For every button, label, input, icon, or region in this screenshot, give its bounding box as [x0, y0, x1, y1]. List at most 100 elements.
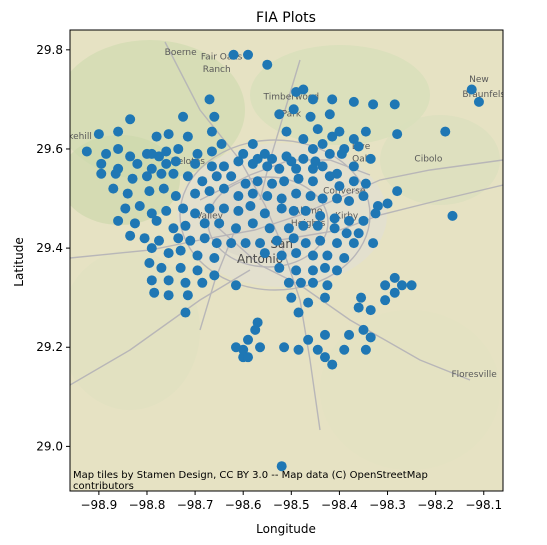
plot-point	[274, 163, 285, 174]
plot-point	[324, 148, 335, 159]
plot-point	[276, 193, 287, 204]
plot-point	[307, 176, 318, 187]
basemap-place-label: Floresville	[451, 370, 497, 380]
plot-point	[332, 193, 343, 204]
plot-point	[161, 205, 172, 216]
plot-point	[274, 109, 285, 120]
terrain-patch	[380, 115, 500, 205]
plot-point	[317, 161, 328, 172]
plot-point	[319, 262, 330, 273]
basemap-place-label: Timberwood	[263, 92, 320, 102]
plot-point	[298, 153, 309, 164]
plot-point	[283, 223, 294, 234]
plot-point	[382, 198, 393, 209]
plot-points	[81, 49, 484, 472]
plot-point	[264, 223, 275, 234]
y-tick-label: 29.0	[36, 439, 63, 453]
plot-point	[247, 158, 258, 169]
x-tick-label: −98.5	[273, 498, 310, 512]
plot-point	[279, 342, 290, 353]
plot-point	[312, 220, 323, 231]
attribution-line-2: contributors	[73, 481, 134, 492]
terrain-patch	[70, 250, 200, 410]
plot-point	[211, 171, 222, 182]
plot-point	[178, 111, 189, 122]
plot-point	[286, 156, 297, 167]
basemap-place-label: Valley	[196, 211, 224, 221]
plot-point	[370, 208, 381, 219]
plot-point	[300, 205, 311, 216]
plot-point	[276, 203, 287, 214]
plot-point	[238, 344, 249, 355]
plot-point	[96, 168, 107, 179]
plot-point	[228, 49, 239, 60]
plot-point	[348, 176, 359, 187]
plot-point	[182, 171, 193, 182]
plot-point	[288, 233, 299, 244]
plot-point	[218, 203, 229, 214]
plot-point	[392, 129, 403, 140]
plot-point	[353, 141, 364, 152]
x-tick-label: −98.6	[225, 498, 262, 512]
plot-point	[146, 163, 157, 174]
plot-point	[353, 228, 364, 239]
plot-point	[329, 213, 340, 224]
basemap-place-label: Fair Oaks	[201, 53, 243, 63]
plot-point	[298, 220, 309, 231]
plot-point	[247, 218, 258, 229]
plot-point	[190, 208, 201, 219]
plot-point	[245, 200, 256, 211]
x-tick-label: −98.1	[465, 498, 502, 512]
basemap-place-label: Heights	[291, 219, 326, 229]
plot-point	[161, 146, 172, 157]
plot-point	[185, 235, 196, 246]
plot-point	[291, 265, 302, 276]
plot-point	[319, 292, 330, 303]
plot-point	[466, 84, 477, 95]
plot-point	[204, 203, 215, 214]
plot-point	[389, 272, 400, 283]
plot-point	[192, 265, 203, 276]
plot-point	[255, 238, 266, 249]
plot-point	[209, 270, 220, 281]
plot-point	[267, 178, 278, 189]
plot-point	[156, 168, 167, 179]
plot-point	[141, 171, 152, 182]
plot-frame	[69, 29, 504, 492]
plot-point	[344, 329, 355, 340]
plot-point	[197, 277, 208, 288]
plot-point	[307, 94, 318, 105]
plot-point	[96, 158, 107, 169]
plot-point	[348, 161, 359, 172]
plot-point	[199, 218, 210, 229]
ring-road	[179, 139, 371, 291]
x-tick-label: −98.2	[417, 498, 454, 512]
plot-point	[206, 126, 217, 137]
plot-point	[271, 235, 282, 246]
plot-point	[233, 205, 244, 216]
plot-point	[158, 183, 169, 194]
x-tick-label: −98.4	[321, 498, 358, 512]
plot-point	[209, 253, 220, 264]
basemap-place-label: Lakehill	[58, 132, 92, 142]
plot-point	[209, 111, 220, 122]
plot-point	[293, 307, 304, 318]
plot-point	[250, 324, 261, 335]
plot-point	[380, 295, 391, 306]
plot-point	[353, 302, 364, 313]
plot-point	[344, 196, 355, 207]
plot-point	[226, 171, 237, 182]
y-tick-label: 29.4	[36, 241, 63, 255]
plot-point	[339, 344, 350, 355]
x-axis-title: Longitude	[256, 522, 316, 536]
x-tick-label: −98.9	[80, 498, 117, 512]
plot-point	[324, 171, 335, 182]
plot-point	[267, 153, 278, 164]
plot-point	[144, 257, 155, 268]
plot-point	[312, 124, 323, 135]
plot-point	[243, 352, 254, 363]
plot-point	[324, 109, 335, 120]
plot-point	[365, 153, 376, 164]
terrain-patch	[250, 45, 430, 145]
plot-point	[243, 334, 254, 345]
